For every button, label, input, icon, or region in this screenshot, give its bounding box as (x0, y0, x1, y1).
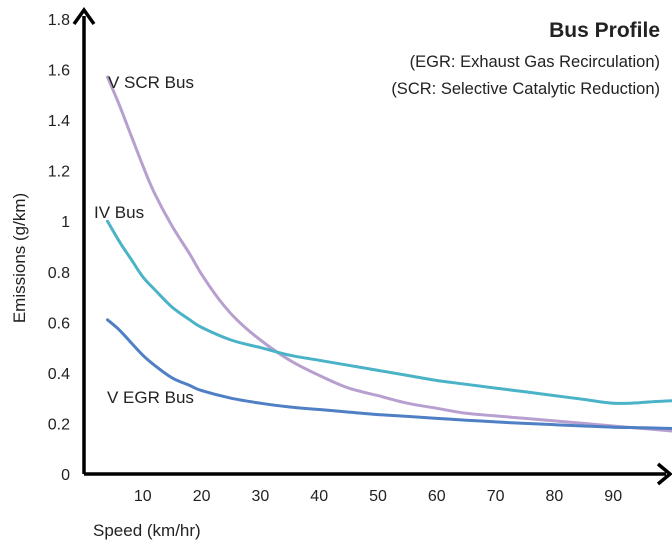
x-tick-label: 70 (487, 488, 505, 505)
x-axis-label: Speed (km/hr) (93, 521, 201, 540)
x-tick-label: 10 (134, 488, 152, 505)
chart-subtitle-line-2: (SCR: Selective Catalytic Reduction) (391, 80, 660, 98)
series-line-iv-bus (106, 219, 672, 405)
y-axis-label: Emissions (g/km) (10, 193, 29, 323)
x-tick-label: 40 (310, 488, 328, 505)
series-line-v-egr-bus (106, 318, 672, 430)
y-tick-label: 0.8 (48, 265, 70, 282)
y-tick-label: 0.4 (48, 366, 70, 383)
chart-subtitle-line-1: (EGR: Exhaust Gas Recirculation) (410, 53, 660, 71)
y-tick-labels: 0 0.2 0.4 0.6 0.8 1 1.2 1.4 1.6 1.8 (48, 12, 70, 484)
x-tick-labels: 10 20 30 40 50 60 70 80 90 (134, 488, 622, 505)
y-tick-label: 1.6 (48, 63, 70, 80)
y-axis-arrow-icon (72, 6, 96, 26)
x-axis-arrow-icon (656, 462, 672, 486)
x-tick-label: 50 (369, 488, 387, 505)
x-tick-label: 30 (252, 488, 270, 505)
y-tick-label: 0 (61, 467, 70, 484)
series-label-v-egr-bus: V EGR Bus (107, 388, 194, 407)
y-tick-label: 1 (61, 214, 70, 231)
x-tick-label: 80 (546, 488, 564, 505)
chart-title: Bus Profile (549, 19, 660, 42)
x-tick-label: 60 (428, 488, 446, 505)
y-tick-label: 1.8 (48, 12, 70, 29)
y-tick-label: 1.4 (48, 113, 70, 130)
y-tick-label: 1.2 (48, 164, 70, 181)
series-line-v-scr-bus (106, 75, 672, 433)
y-tick-label: 0.2 (48, 416, 70, 433)
series-label-v-scr-bus: V SCR Bus (108, 73, 194, 92)
x-tick-label: 90 (604, 488, 622, 505)
series-layer (106, 75, 672, 433)
series-label-iv-bus: IV Bus (94, 203, 144, 222)
y-tick-label: 0.6 (48, 315, 70, 332)
x-tick-label: 20 (193, 488, 211, 505)
